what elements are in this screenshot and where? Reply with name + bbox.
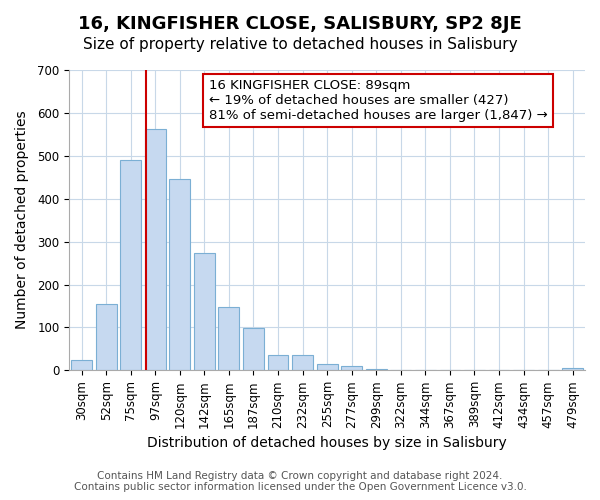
Bar (96, 304, 116, 370)
Bar (243, 328, 264, 370)
Bar (268, 355, 289, 370)
Bar (169, 178, 190, 370)
X-axis label: Distribution of detached houses by size in Salisbury: Distribution of detached houses by size … (147, 436, 507, 450)
Bar (317, 364, 338, 370)
Bar (145, 129, 166, 370)
Bar (218, 308, 239, 370)
Bar (366, 368, 387, 370)
Bar (194, 253, 215, 370)
Y-axis label: Number of detached properties: Number of detached properties (15, 111, 29, 330)
Bar (120, 160, 141, 370)
Text: 16 KINGFISHER CLOSE: 89sqm
← 19% of detached houses are smaller (427)
81% of sem: 16 KINGFISHER CLOSE: 89sqm ← 19% of deta… (209, 79, 547, 122)
Bar (341, 366, 362, 370)
Bar (562, 368, 583, 370)
Text: 16, KINGFISHER CLOSE, SALISBURY, SP2 8JE: 16, KINGFISHER CLOSE, SALISBURY, SP2 8JE (78, 15, 522, 33)
Text: Contains HM Land Registry data © Crown copyright and database right 2024.
Contai: Contains HM Land Registry data © Crown c… (74, 471, 526, 492)
Text: Size of property relative to detached houses in Salisbury: Size of property relative to detached ho… (83, 38, 517, 52)
Bar (292, 356, 313, 370)
Bar (71, 360, 92, 370)
